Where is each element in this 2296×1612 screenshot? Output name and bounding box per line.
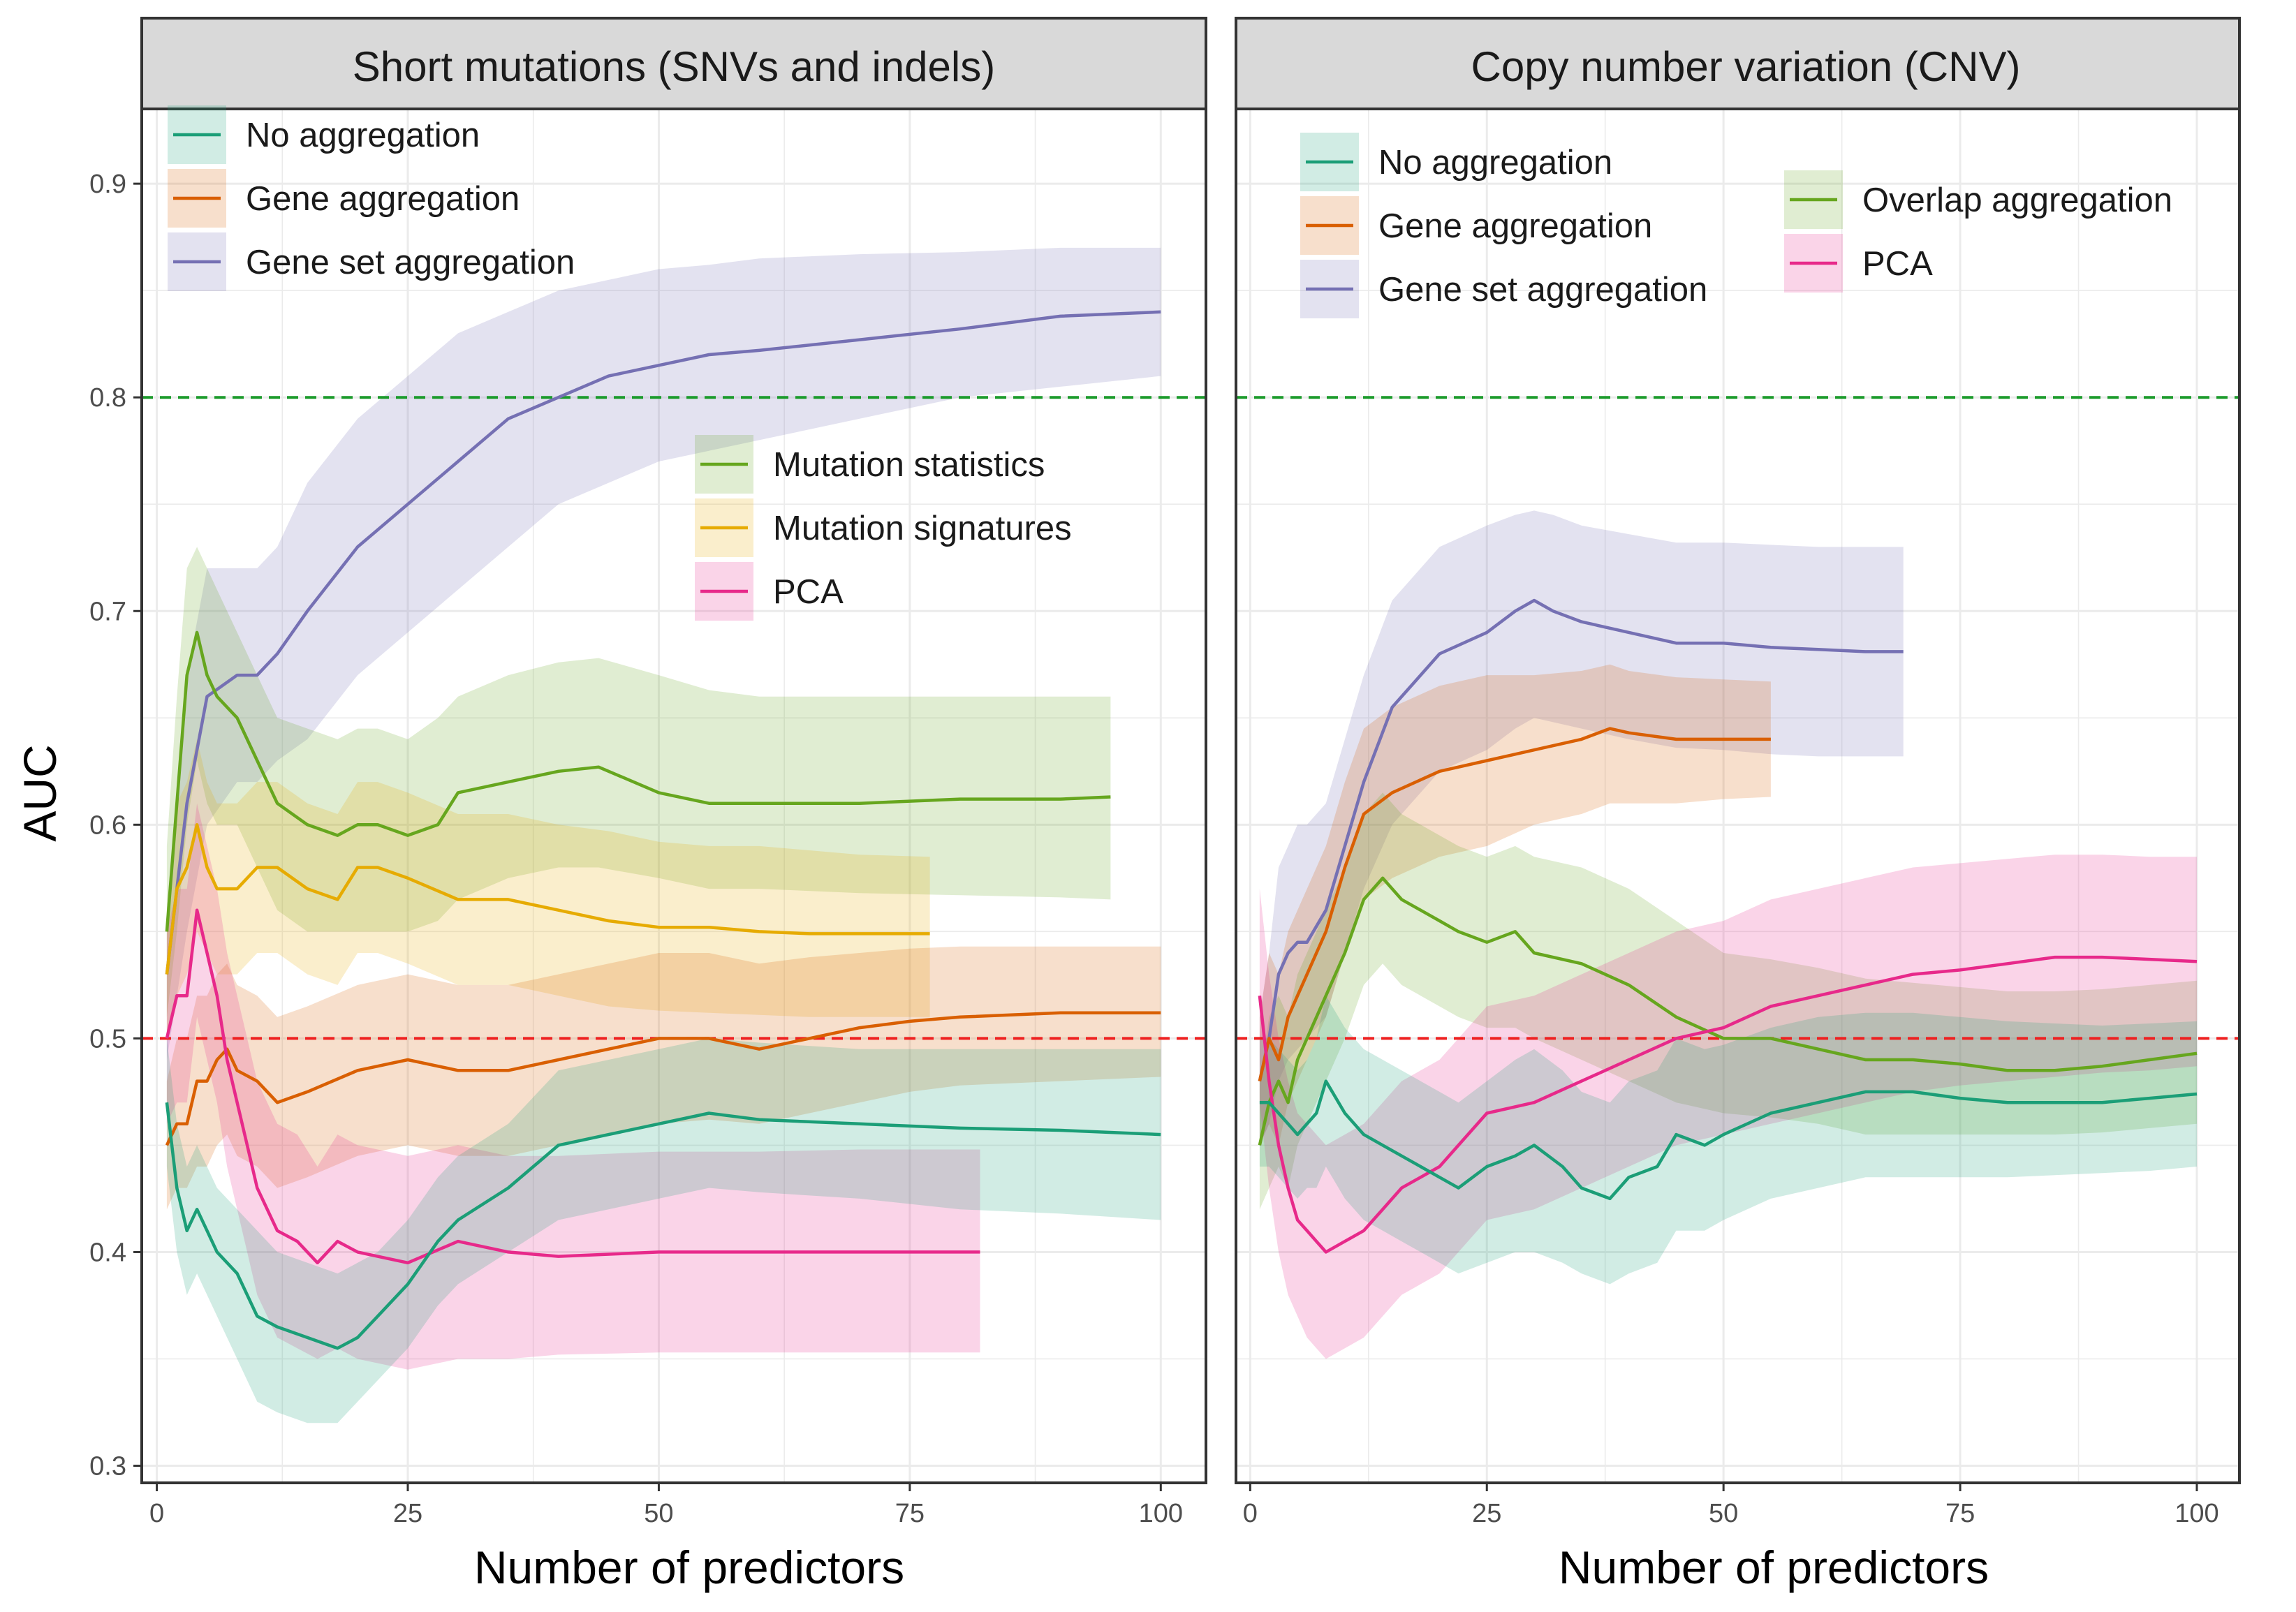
ribbon-mutation-statistics: [166, 547, 1111, 1017]
legend-label-mutation-statistics: Mutation statistics: [773, 446, 1045, 484]
x-tick-label: 100: [2174, 1499, 2218, 1528]
x-tick-label: 75: [1945, 1499, 1975, 1528]
x-tick-label: 25: [393, 1499, 422, 1528]
panel-border: [1235, 108, 2241, 1484]
panel-border: [140, 108, 1207, 1484]
legend-label-gene-set-aggregation: Gene set aggregation: [246, 244, 575, 281]
series-line-gene-set-aggregation: [165, 310, 1161, 975]
legend-label-pca: PCA: [1862, 245, 1933, 283]
legend: No aggregation Gene aggregation Gene set a…: [1300, 133, 1707, 318]
ribbon-mutation-signatures: [166, 739, 930, 1039]
x-axis-title: Number of predictors: [1559, 1541, 1989, 1593]
ribbon-pca: [1259, 855, 2197, 1359]
ribbon-no-aggregation: [166, 1038, 1161, 1424]
legend-label-gene-set-aggregation: Gene set aggregation: [1378, 271, 1707, 309]
y-tick-label: 0.4: [89, 1238, 126, 1267]
series-line-gene-aggregation: [165, 1011, 1161, 1146]
x-tick-label: 75: [895, 1499, 925, 1528]
ribbon-gene-set-aggregation: [1259, 510, 1904, 1146]
series-line-no-aggregation: [165, 1102, 1161, 1350]
y-axis-title: AUC: [14, 744, 66, 841]
legend-label-overlap-aggregation: Overlap aggregation: [1862, 182, 2172, 219]
legend-label-mutation-signatures: Mutation signatures: [773, 510, 1072, 547]
y-tick-label: 0.9: [89, 170, 126, 199]
y-tick-label: 0.5: [89, 1024, 126, 1053]
series-line-pca: [165, 908, 980, 1265]
legend-label-gene-aggregation: Gene aggregation: [1378, 207, 1652, 245]
x-tick-label: 50: [644, 1499, 673, 1528]
x-tick-label: 0: [149, 1499, 164, 1528]
panel-title: Short mutations (SNVs and indels): [353, 43, 995, 90]
y-tick-label: 0.3: [89, 1452, 126, 1481]
panel-background: [1236, 109, 2239, 1483]
x-tick-label: 100: [1139, 1499, 1183, 1528]
panel-strip: [140, 17, 1207, 110]
y-tick-label: 0.6: [89, 811, 126, 840]
ribbon-gene-aggregation: [1259, 664, 1771, 1146]
ribbon-gene-set-aggregation: [166, 247, 1161, 1060]
legend: Mutation statistics Mutation signatures PC…: [695, 435, 1072, 621]
y-tick-label: 0.8: [89, 383, 126, 413]
series-line-overlap-aggregation: [1258, 876, 2198, 1146]
series-line-no-aggregation: [1259, 1079, 2198, 1201]
panel-copy-number: Copy number variation (CNV) 0 25 50 75 100 N…: [1235, 17, 2241, 1593]
panel-short-mutations: Short mutations (SNVs and indels) 0.3 0.4…: [89, 17, 1207, 1593]
legend-label-no-aggregation: No aggregation: [246, 117, 480, 154]
series-line-pca: [1258, 955, 2198, 1254]
x-axis-title: Number of predictors: [474, 1541, 904, 1593]
series-line-gene-set-aggregation: [1258, 598, 1904, 1082]
y-tick-label: 0.7: [89, 597, 126, 626]
panel-title: Copy number variation (CNV): [1471, 43, 2021, 90]
series-line-mutation-signatures: [165, 823, 930, 975]
series-line-mutation-statistics: [165, 630, 1111, 932]
ribbon-pca: [166, 803, 980, 1370]
series-line-gene-aggregation: [1258, 727, 1771, 1082]
legend: Overlap aggregation PCA: [1784, 170, 2172, 293]
ribbon-overlap-aggregation: [1259, 792, 2197, 1210]
legend-label-pca: PCA: [773, 573, 844, 611]
x-tick-label: 0: [1243, 1499, 1258, 1528]
legend-label-gene-aggregation: Gene aggregation: [246, 180, 520, 218]
ribbon-no-aggregation: [1259, 996, 2197, 1285]
legend-label-no-aggregation: No aggregation: [1378, 144, 1612, 182]
x-tick-label: 25: [1472, 1499, 1501, 1528]
ribbon-gene-aggregation: [166, 946, 1161, 1210]
x-tick-label: 50: [1709, 1499, 1738, 1528]
legend: No aggregation Gene aggregation Gene set a…: [168, 105, 575, 291]
